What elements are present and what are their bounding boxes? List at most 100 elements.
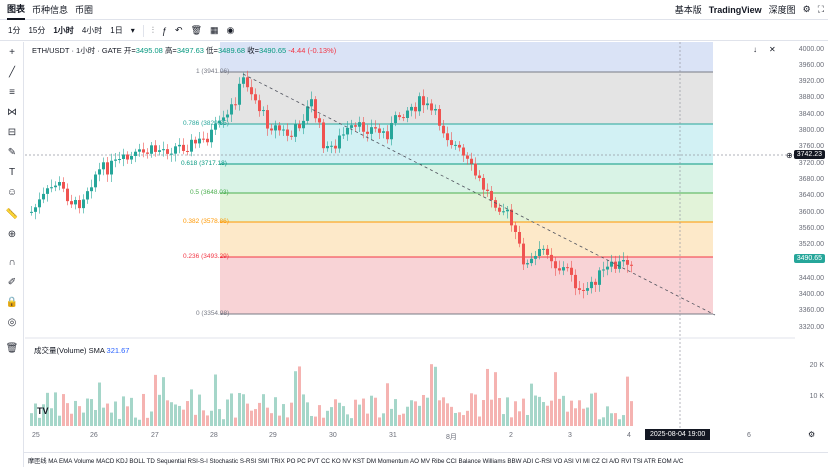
camera-icon[interactable]: ◉ — [226, 25, 235, 35]
fib-label-0: 0 (3354.98) — [196, 310, 230, 317]
high-label: 高= — [164, 46, 177, 55]
lock-icon[interactable]: 🔒 — [5, 297, 19, 308]
tradingview-mode-button[interactable]: TradingView — [708, 4, 762, 15]
volume-bar — [450, 406, 453, 426]
candle-body — [378, 128, 381, 133]
eye-icon[interactable]: ◎ — [7, 317, 17, 328]
delete-icon[interactable]: 🗑 — [190, 25, 202, 35]
interval-dropdown-icon[interactable]: ▾ — [130, 26, 135, 35]
candle-body — [78, 200, 81, 209]
volume-bar — [466, 410, 469, 426]
volume-bar — [490, 399, 493, 426]
volume-bar — [566, 411, 569, 426]
volume-bar — [362, 398, 365, 426]
fib-label-0786: 0.786 (3829.35) — [183, 120, 229, 127]
candle-body — [206, 138, 209, 143]
settings-icon[interactable]: ⚙ — [802, 4, 811, 14]
candle-body — [266, 110, 269, 129]
trend-line-icon[interactable]: ╱ — [8, 67, 16, 78]
fib-tool-icon[interactable]: ⊟ — [7, 127, 17, 138]
indicators-icon[interactable]: ƒ — [162, 25, 168, 36]
volume-bar — [550, 400, 553, 426]
basic-mode-button[interactable]: 基本版 — [674, 5, 702, 15]
magnet-icon[interactable]: ∩ — [8, 257, 16, 268]
candle-body — [434, 109, 437, 111]
tab-coin-info[interactable]: 币种信息 — [32, 5, 69, 15]
pattern-icon[interactable]: ⋈ — [7, 107, 17, 118]
add-alert-icon[interactable]: ⊕ — [786, 151, 793, 160]
volume-bar — [122, 396, 125, 426]
volume-bar — [306, 402, 309, 426]
maximize-icon[interactable]: ✕ — [769, 45, 776, 54]
volume-bar — [134, 417, 137, 426]
candle-body — [566, 267, 569, 269]
candle-body — [410, 106, 413, 111]
ruler-icon[interactable]: 📏 — [5, 209, 19, 220]
volume-bar — [238, 392, 241, 426]
time-axis-tick: 27 — [151, 432, 159, 439]
undo-icon[interactable]: ↶ — [175, 25, 183, 35]
depth-chart-button[interactable]: 深度图 — [768, 5, 796, 15]
volume-bar — [114, 401, 117, 426]
text-icon[interactable]: T — [8, 167, 16, 178]
interval-15m[interactable]: 15分 — [28, 26, 46, 35]
candle-body — [518, 231, 521, 244]
emoji-icon[interactable]: ☺ — [6, 187, 18, 198]
candle-body — [106, 162, 109, 175]
volume-bar — [214, 374, 217, 426]
indicator-bar[interactable]: 摩匝线 MA EMA Volume MACD KDJ BOLL TD Seque… — [24, 452, 828, 467]
candle-body — [262, 110, 265, 112]
candle-body — [246, 77, 249, 88]
tab-coin-circle[interactable]: 币圈 — [75, 5, 94, 15]
scroll-down-icon[interactable]: ↓ — [753, 45, 757, 54]
interval-1m[interactable]: 1分 — [8, 26, 21, 35]
lock-drawing-icon[interactable]: ✐ — [7, 277, 17, 288]
candle-body — [38, 199, 41, 208]
tab-chart[interactable]: 图表 — [7, 0, 26, 20]
volume-bar — [106, 403, 109, 426]
candle-body — [314, 99, 317, 119]
trend-line-drawing[interactable] — [242, 73, 716, 316]
volume-bar — [410, 400, 413, 426]
candle-type-icon[interactable]: ⫶ — [151, 25, 154, 35]
volume-legend: 成交量(Volume) SMA 321.67 — [34, 345, 129, 356]
interval-4h[interactable]: 4小时 — [81, 26, 103, 35]
candle-body — [570, 267, 573, 275]
symbol-pair[interactable]: ETH/USDT · 1小时 · GATE — [32, 46, 122, 55]
price-axis-tick: 3960.00 — [798, 62, 824, 69]
candle-body — [86, 191, 89, 200]
volume-bar — [90, 399, 93, 426]
close-label: 收= — [247, 46, 260, 55]
candle-body — [82, 199, 85, 209]
volume-bar — [522, 398, 525, 426]
layout-icon[interactable]: ▦ — [210, 25, 219, 35]
fib-zone-top — [220, 42, 713, 72]
volume-bar — [586, 407, 589, 426]
candle-body — [414, 106, 417, 112]
candle-body — [510, 209, 513, 226]
brush-icon[interactable]: ✎ — [7, 147, 17, 158]
candle-body — [546, 248, 549, 255]
time-axis-tick: 6 — [747, 432, 751, 439]
candle-body — [458, 144, 461, 148]
crosshair-icon[interactable]: + — [9, 47, 15, 58]
candle-body — [494, 200, 497, 208]
fib-retracement[interactable] — [220, 42, 713, 315]
fullscreen-icon[interactable]: ⛶ — [817, 4, 824, 14]
price-chart[interactable] — [25, 42, 795, 442]
interval-1h[interactable]: 1小时 — [53, 26, 74, 35]
volume-bar — [70, 413, 73, 426]
trash-icon[interactable]: 🗑 — [5, 343, 19, 354]
close-value: 3490.65 — [259, 46, 287, 55]
interval-1d[interactable]: 1日 — [110, 26, 123, 35]
price-axis-tick: 3640.00 — [798, 192, 824, 199]
candle-body — [358, 122, 361, 127]
horizontal-lines-icon[interactable]: ≡ — [9, 87, 15, 98]
candle-body — [322, 122, 325, 149]
chart-settings-icon[interactable]: ⚙ — [808, 430, 816, 439]
zoom-in-icon[interactable]: ⊕ — [7, 229, 17, 240]
price-axis-tick: 3880.00 — [798, 94, 824, 101]
candle-body — [214, 123, 217, 130]
candle-body — [526, 263, 529, 265]
candle-body — [310, 99, 313, 107]
